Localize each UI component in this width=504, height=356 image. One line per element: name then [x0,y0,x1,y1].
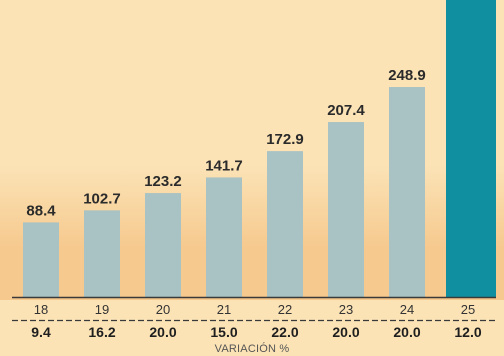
bar-20 [145,193,181,297]
variation-caption: VARIACIÓN % [215,342,290,355]
variation-24: 20.0 [393,324,420,340]
chart-background [0,0,504,300]
bar-21 [206,177,242,297]
x-tick-labels: 18 19 20 21 22 23 24 25 [34,302,475,317]
table-background [0,300,504,356]
x-tick-20: 20 [156,302,170,317]
bar-18 [23,222,59,297]
value-label-21: 141.7 [205,157,243,174]
bar-25 [446,0,496,297]
variation-22: 22.0 [271,324,298,340]
bars: 88.4 102.7 123.2 141.7 172.9 207.4 248.9 [23,0,496,298]
variation-20: 20.0 [149,324,176,340]
x-tick-21: 21 [217,302,231,317]
value-label-19: 102.7 [83,190,121,207]
value-label-23: 207.4 [327,102,365,119]
x-tick-24: 24 [400,302,414,317]
x-tick-22: 22 [278,302,292,317]
value-label-20: 123.2 [144,173,182,190]
variation-21: 15.0 [210,324,237,340]
variation-19: 16.2 [88,324,115,340]
variation-row: 9.4 16.2 20.0 15.0 22.0 20.0 20.0 12.0 [31,324,482,340]
x-tick-19: 19 [95,302,109,317]
value-label-24: 248.9 [388,67,426,84]
variation-25: 12.0 [454,324,481,340]
bar-23 [328,122,364,298]
value-label-18: 88.4 [26,202,56,219]
x-tick-25: 25 [461,302,475,317]
value-label-22: 172.9 [266,131,304,148]
x-tick-18: 18 [34,302,48,317]
variation-18: 9.4 [31,324,51,340]
x-tick-23: 23 [339,302,353,317]
variation-23: 20.0 [332,324,359,340]
bar-24 [389,87,425,298]
bar-19 [84,210,120,297]
bar-22 [267,151,303,297]
